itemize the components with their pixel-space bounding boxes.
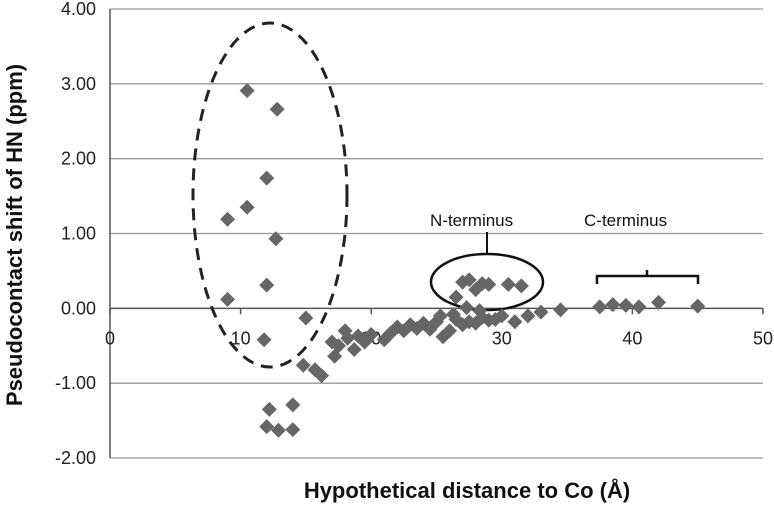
data-point — [327, 348, 343, 364]
data-points — [220, 83, 706, 438]
data-point — [445, 306, 461, 322]
data-point — [651, 294, 667, 310]
n-terminus-label: N-terminus — [430, 211, 513, 230]
gridlines — [110, 8, 763, 459]
data-point — [285, 397, 301, 413]
data-point — [472, 303, 488, 319]
data-point — [618, 297, 634, 313]
data-point — [690, 298, 706, 314]
data-point — [507, 314, 523, 330]
x-tick-label: 0 — [105, 328, 115, 348]
data-point — [295, 357, 311, 373]
data-point — [285, 422, 301, 438]
data-point — [261, 401, 277, 417]
data-point — [605, 297, 621, 313]
c-terminus-bracket — [595, 270, 700, 284]
data-point — [298, 310, 314, 326]
y-tick-label: -1.00 — [55, 373, 96, 393]
data-point — [268, 231, 284, 247]
y-axis-title: Pseudocontact shift of HN (ppm) — [2, 64, 27, 406]
data-point — [270, 422, 286, 438]
data-point — [448, 289, 464, 305]
x-tick-label: 10 — [231, 328, 251, 348]
data-point — [220, 211, 236, 227]
y-tick-label: 4.00 — [61, 0, 96, 19]
data-point — [239, 83, 255, 99]
data-point — [346, 341, 362, 357]
data-point — [256, 332, 272, 348]
highlight-dashed-ellipse — [191, 21, 349, 369]
data-point — [239, 199, 255, 215]
data-point — [259, 170, 275, 186]
data-point — [513, 278, 529, 294]
data-point — [259, 277, 275, 293]
data-point — [481, 276, 497, 292]
data-point — [259, 419, 275, 435]
data-point — [494, 308, 510, 324]
data-point — [269, 101, 285, 117]
x-tick-label: 30 — [492, 328, 512, 348]
x-axis-title: Hypothetical distance to Co (Å) — [304, 477, 630, 503]
y-tick-label: 2.00 — [61, 149, 96, 169]
data-point — [500, 276, 516, 292]
annotations: N-terminus C-terminus — [191, 21, 700, 369]
data-point — [461, 272, 477, 288]
data-point — [592, 299, 608, 315]
data-point — [363, 327, 379, 343]
data-point — [533, 304, 549, 320]
data-point — [553, 302, 569, 318]
c-terminus-label: C-terminus — [584, 211, 667, 230]
y-tick-label: 0.00 — [61, 298, 96, 318]
x-tick-label: 50 — [753, 328, 773, 348]
data-point — [631, 299, 647, 315]
y-tick-label: -2.00 — [55, 448, 96, 468]
y-tick-label: 3.00 — [61, 74, 96, 94]
data-point — [459, 300, 475, 316]
data-point — [520, 308, 536, 324]
data-point — [314, 368, 330, 384]
data-point — [220, 291, 236, 307]
y-tick-label: 1.00 — [61, 224, 96, 244]
x-tick-label: 40 — [622, 328, 642, 348]
data-point — [442, 323, 458, 339]
data-point — [432, 308, 448, 324]
data-point — [340, 330, 356, 346]
